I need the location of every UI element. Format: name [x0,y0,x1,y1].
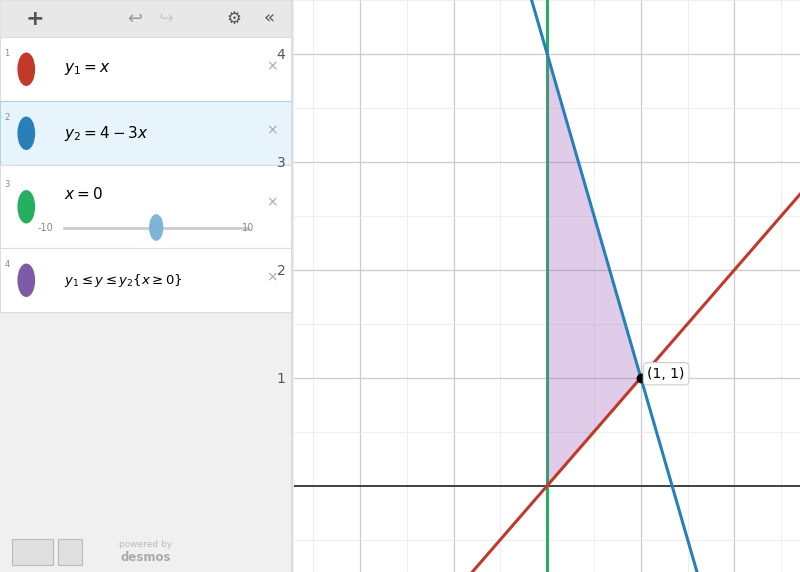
Text: +: + [26,9,44,29]
Circle shape [18,117,34,149]
Circle shape [150,215,162,240]
Text: ×: × [266,59,278,73]
Text: ⌨: ⌨ [24,547,40,557]
Text: ×: × [266,123,278,137]
Text: «: « [263,10,274,27]
Bar [0,165,292,248]
Text: ↪: ↪ [159,10,174,27]
Circle shape [18,264,34,296]
Text: ↩: ↩ [126,10,142,27]
Circle shape [18,53,34,85]
Text: powered by: powered by [119,540,173,549]
Text: 2: 2 [4,113,10,122]
Text: $y_1 = x$: $y_1 = x$ [64,61,110,77]
Text: ×: × [266,270,278,284]
Bar [58,539,82,565]
Text: (1, 1): (1, 1) [647,367,685,381]
Text: -10: -10 [38,223,54,232]
Bar [0,248,292,312]
Text: 1: 1 [4,49,10,58]
Text: desmos: desmos [121,551,171,564]
Text: ×: × [266,196,278,209]
Text: $y_2 = 4 - 3x$: $y_2 = 4 - 3x$ [64,124,149,143]
Bar [0,101,292,165]
Bar [0,0,292,37]
Bar [0,37,292,101]
Text: ⚙: ⚙ [226,10,241,27]
Text: 4: 4 [4,260,10,269]
Bar [12,539,53,565]
Text: $x = 0$: $x = 0$ [64,186,103,202]
Text: 10: 10 [242,223,254,232]
Text: 3: 3 [4,180,10,189]
Text: ▲: ▲ [67,549,73,555]
Text: $y_1 \leq y \leq y_2\{x \geq 0\}$: $y_1 \leq y \leq y_2\{x \geq 0\}$ [64,272,183,289]
Circle shape [18,190,34,223]
